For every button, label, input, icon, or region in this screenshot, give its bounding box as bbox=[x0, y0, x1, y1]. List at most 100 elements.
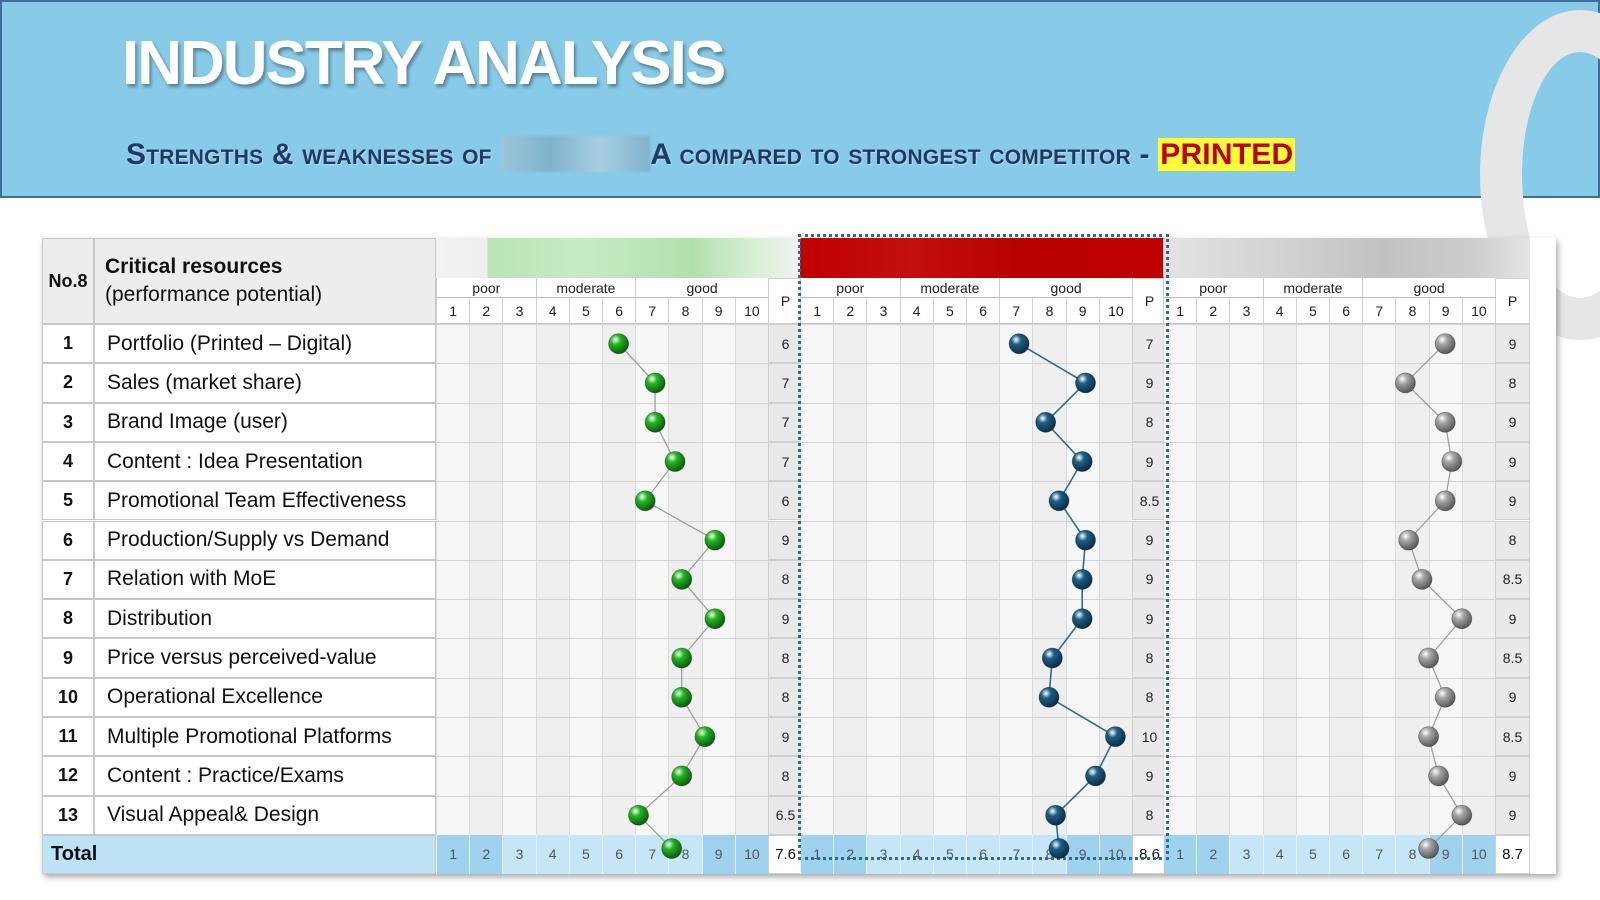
grid-row-line bbox=[800, 441, 1132, 443]
row-name: Multiple Promotional Platforms bbox=[94, 717, 436, 757]
scale-group-label: moderate bbox=[899, 278, 1000, 298]
row-number: 1 bbox=[42, 324, 94, 364]
panel-band bbox=[1163, 238, 1530, 278]
scale-number: 4 bbox=[535, 298, 569, 324]
scale-group-label: poor bbox=[1163, 278, 1263, 298]
p-value: 8 bbox=[1132, 677, 1167, 717]
total-scale-number: 4 bbox=[899, 834, 933, 874]
scale-number: 5 bbox=[932, 298, 966, 324]
scale-number: 5 bbox=[568, 298, 602, 324]
grid-row-line bbox=[1163, 363, 1495, 365]
scale-number: 8 bbox=[1395, 298, 1428, 324]
row-number: 13 bbox=[42, 795, 94, 835]
scale-number: 6 bbox=[966, 298, 999, 324]
p-value: 9 bbox=[768, 717, 803, 757]
row-number: 7 bbox=[42, 559, 94, 600]
row-name: Production/Supply vs Demand bbox=[94, 520, 436, 560]
grid-row-line bbox=[800, 677, 1132, 679]
p-value: 9 bbox=[1132, 599, 1167, 639]
grid-column bbox=[502, 324, 536, 835]
total-scale-number: 4 bbox=[535, 834, 569, 874]
row-number: 4 bbox=[42, 441, 94, 482]
row-name: Content : Practice/Exams bbox=[94, 756, 436, 796]
total-scale-number: 9 bbox=[1065, 834, 1099, 874]
grid-column bbox=[899, 324, 933, 835]
subtitle-before: Strengths & weaknesses of bbox=[126, 138, 501, 171]
p-header: P bbox=[768, 278, 803, 324]
total-scale-number: 1 bbox=[1163, 834, 1197, 874]
grid-row-line bbox=[1163, 520, 1495, 522]
grid-column bbox=[999, 324, 1033, 835]
row-number: 10 bbox=[42, 677, 94, 717]
scale-group-label: good bbox=[999, 278, 1132, 298]
scale-number: 8 bbox=[668, 298, 701, 324]
total-scale-number: 2 bbox=[833, 834, 867, 874]
grid-row-line bbox=[436, 599, 768, 601]
p-value: 7 bbox=[768, 363, 803, 403]
scale-number: 6 bbox=[1329, 298, 1362, 324]
total-scale-number: 2 bbox=[1196, 834, 1230, 874]
grid-row-line bbox=[800, 756, 1132, 758]
p-value: 8 bbox=[1132, 402, 1167, 442]
row-number: 8 bbox=[42, 599, 94, 639]
grid-column bbox=[635, 324, 669, 835]
row-name: Promotional Team Effectiveness bbox=[94, 481, 436, 521]
total-scale-number: 8 bbox=[1395, 834, 1429, 874]
p-value: 9 bbox=[1495, 677, 1530, 717]
scale-group-label: good bbox=[635, 278, 768, 298]
grid-column bbox=[701, 324, 735, 835]
row-name: Sales (market share) bbox=[94, 363, 436, 403]
total-scale-number: 1 bbox=[436, 834, 470, 874]
grid-row-line bbox=[436, 638, 768, 640]
total-scale-number: 6 bbox=[966, 834, 1000, 874]
scale-number: 10 bbox=[734, 298, 768, 324]
grid-row-line bbox=[1163, 795, 1495, 797]
grid-row-line bbox=[1163, 402, 1495, 404]
grid-column bbox=[1362, 324, 1396, 835]
row-number: 11 bbox=[42, 717, 94, 757]
row-number: 5 bbox=[42, 481, 94, 521]
scale-number: 10 bbox=[1461, 298, 1495, 324]
p-header: P bbox=[1132, 278, 1167, 324]
total-scale-number: 4 bbox=[1262, 834, 1296, 874]
scale-number: 7 bbox=[635, 298, 668, 324]
grid-column bbox=[1329, 324, 1363, 835]
p-value: 9 bbox=[1132, 363, 1167, 403]
total-scale-number: 5 bbox=[568, 834, 602, 874]
analysis-table: No.8 Critical resources (performance pot… bbox=[42, 234, 1556, 874]
grid-column bbox=[1163, 324, 1197, 835]
p-value: 9 bbox=[1132, 559, 1167, 600]
p-value: 8 bbox=[768, 677, 803, 717]
grid-row-line bbox=[800, 559, 1132, 561]
p-value: 9 bbox=[1132, 520, 1167, 560]
row-number: 12 bbox=[42, 756, 94, 796]
grid-row-line bbox=[800, 717, 1132, 718]
header-no: No.8 bbox=[42, 238, 94, 324]
p-total: 7.6 bbox=[768, 834, 803, 874]
scale-number: 2 bbox=[833, 298, 866, 324]
p-value: 9 bbox=[1495, 599, 1530, 639]
p-value: 8 bbox=[1495, 520, 1530, 560]
scale-number: 6 bbox=[602, 298, 635, 324]
grid-row-line bbox=[800, 402, 1132, 404]
grid-column bbox=[833, 324, 867, 835]
grid-column bbox=[866, 324, 900, 835]
grid-row-line bbox=[1163, 481, 1495, 483]
grid-column bbox=[1395, 324, 1429, 835]
total-scale-number: 10 bbox=[734, 834, 768, 874]
scale-group-label: moderate bbox=[1262, 278, 1363, 298]
scale-group-label: poor bbox=[800, 278, 900, 298]
row-number: 3 bbox=[42, 402, 94, 442]
total-scale-number: 10 bbox=[1461, 834, 1495, 874]
grid-row-line bbox=[436, 324, 768, 325]
scale-number: 10 bbox=[1098, 298, 1132, 324]
grid-row-line bbox=[436, 795, 768, 797]
row-name: Price versus perceived-value bbox=[94, 638, 436, 678]
total-scale-number: 3 bbox=[1229, 834, 1263, 874]
p-value: 7 bbox=[1132, 324, 1167, 364]
grid-row-line bbox=[436, 520, 768, 522]
grid-row-line bbox=[436, 441, 768, 443]
row-number: 9 bbox=[42, 638, 94, 678]
grid-column bbox=[1229, 324, 1263, 835]
scale-number: 9 bbox=[1428, 298, 1462, 324]
